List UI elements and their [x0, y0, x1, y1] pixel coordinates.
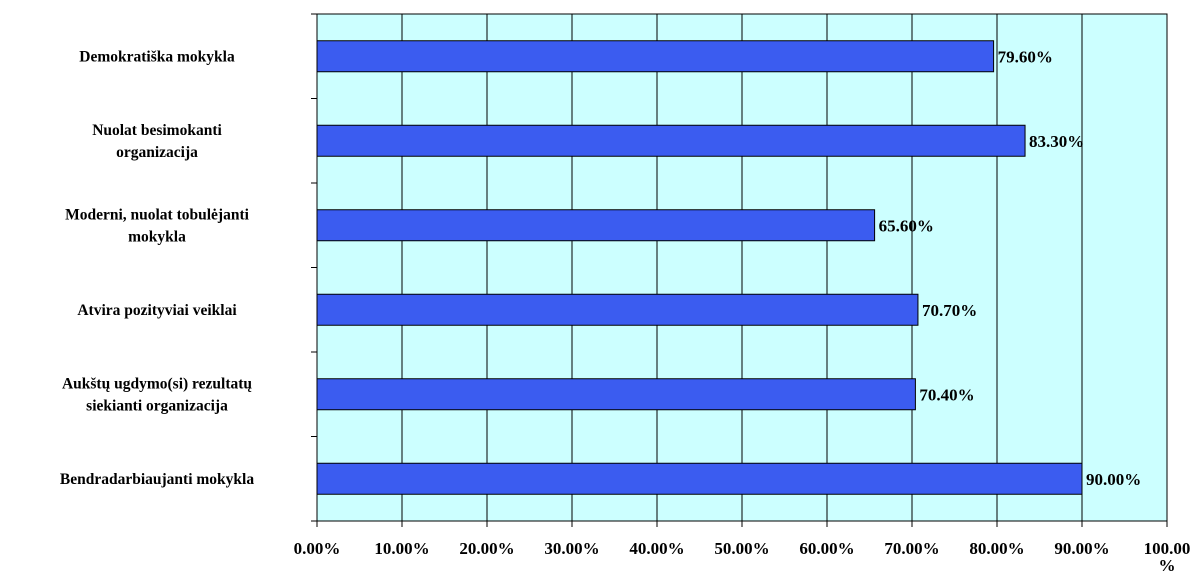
- x-tick-label-line: 40.00%: [629, 539, 684, 558]
- bar: [316, 293, 919, 326]
- category-label: Moderni, nuolat tobulėjanti mokykla: [65, 206, 250, 245]
- data-label: 70.40%: [919, 385, 974, 404]
- bar: [316, 124, 1026, 157]
- category-label: Bendradarbiaujanti mokykla: [60, 471, 254, 488]
- data-label: 70.70%: [922, 301, 977, 320]
- x-tick-label: 70.00%: [884, 539, 939, 558]
- category-label-line: Bendradarbiaujanti mokykla: [60, 471, 254, 488]
- category-label-line: Nuolat besimokanti: [92, 122, 222, 139]
- category-label: Atvira pozityviai veiklai: [77, 302, 237, 319]
- x-tick-label: 30.00%: [544, 539, 599, 558]
- x-tick-label: 50.00%: [714, 539, 769, 558]
- x-tick-label-line: 100.00: [1144, 539, 1191, 558]
- x-tick-label-line: 0.00%: [294, 539, 341, 558]
- axes: [311, 13, 1168, 527]
- x-tick-label-line: 60.00%: [799, 539, 854, 558]
- x-tick-label: 100.00%: [1144, 539, 1191, 572]
- bar: [316, 40, 995, 73]
- x-tick-label: 0.00%: [294, 539, 341, 558]
- x-tick-label-line: 30.00%: [544, 539, 599, 558]
- category-label-line: organizacija: [116, 144, 198, 161]
- x-tick-label-line: 50.00%: [714, 539, 769, 558]
- category-label-line: Moderni, nuolat tobulėjanti: [65, 206, 250, 223]
- x-tick-label: 60.00%: [799, 539, 854, 558]
- data-label: 79.60%: [998, 47, 1053, 66]
- x-tick-label: 80.00%: [969, 539, 1024, 558]
- data-label: 83.30%: [1029, 132, 1084, 151]
- data-label: 90.00%: [1086, 470, 1141, 489]
- category-label-line: mokykla: [128, 228, 186, 245]
- x-tick-label: 10.00%: [374, 539, 429, 558]
- bar: [316, 209, 876, 242]
- category-label: Aukštų ugdymo(si) rezultatų siekianti org…: [62, 375, 252, 414]
- category-label-line: Atvira pozityviai veiklai: [77, 302, 237, 319]
- data-label: 65.60%: [879, 216, 934, 235]
- x-tick-label: 20.00%: [459, 539, 514, 558]
- category-label-line: Aukštų ugdymo(si) rezultatų: [62, 375, 252, 392]
- category-label-line: Demokratiška mokykla: [79, 48, 235, 65]
- x-tick-label-line: 10.00%: [374, 539, 429, 558]
- bars: [316, 40, 1083, 495]
- x-tick-label-line: 70.00%: [884, 539, 939, 558]
- bar: [316, 462, 1083, 495]
- x-tick-label-line: 80.00%: [969, 539, 1024, 558]
- labels: 79.60% 83.30% 65.60% 70.70% 70.40% 90.00% Demo…: [60, 47, 1190, 572]
- x-tick-label: 40.00%: [629, 539, 684, 558]
- category-label: Demokratiška mokykla: [79, 48, 235, 65]
- category-label: Nuolat besimokanti organizacija: [92, 122, 222, 161]
- x-tick-label-line: %: [1159, 556, 1176, 572]
- x-tick-label-line: 20.00%: [459, 539, 514, 558]
- x-tick-label-line: 90.00%: [1054, 539, 1109, 558]
- bar: [316, 378, 916, 411]
- x-tick-label: 90.00%: [1054, 539, 1109, 558]
- grid-lines: [401, 14, 1083, 521]
- category-label-line: siekianti organizacija: [86, 397, 228, 414]
